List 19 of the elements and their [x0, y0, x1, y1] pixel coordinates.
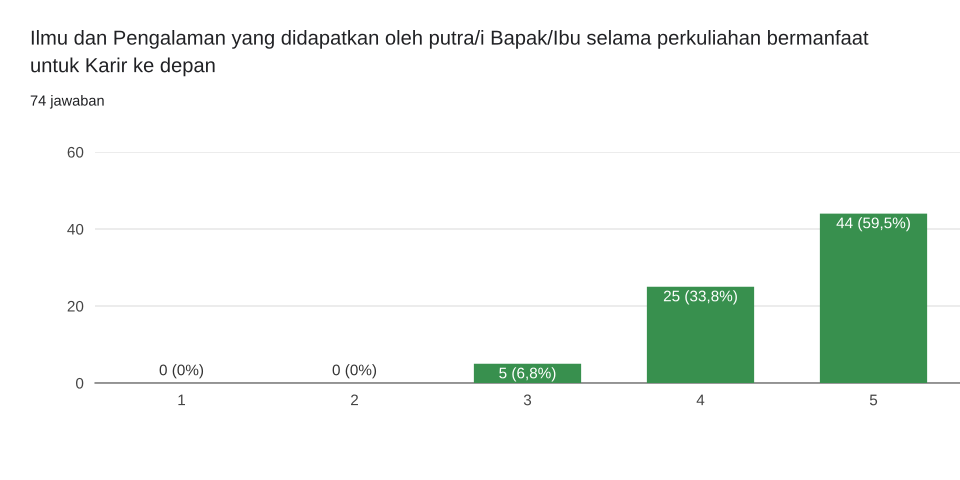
data-label: 5 (6,8%): [499, 367, 556, 382]
x-tick-label: 5: [870, 394, 878, 406]
chart-title: Ilmu dan Pengalaman yang didapatkan oleh putra/i Bapak/Ibu selama perkuliahan bermanfaat untuk Karir ke depan: [31, 30, 868, 76]
bar: [646, 286, 754, 383]
y-tick-label: 0: [76, 378, 84, 389]
data-label: 0 (0%): [332, 364, 376, 378]
x-tick-label: 3: [524, 394, 532, 406]
x-tick-label: 4: [696, 394, 704, 406]
y-tick-label: 20: [68, 300, 84, 312]
x-tick-label: 2: [351, 394, 358, 406]
bar: [820, 214, 928, 383]
x-tick-label: 1: [178, 394, 186, 406]
data-label: 25 (33,8%): [664, 290, 737, 304]
y-tick-label: 40: [67, 224, 84, 235]
data-label: 44 (59,5%): [836, 217, 910, 232]
bar: [474, 364, 582, 383]
chart-subtitle: 74 jawaban: [30, 95, 104, 109]
data-label: 0 (0%): [160, 364, 204, 378]
y-tick-label: 60: [68, 146, 84, 158]
